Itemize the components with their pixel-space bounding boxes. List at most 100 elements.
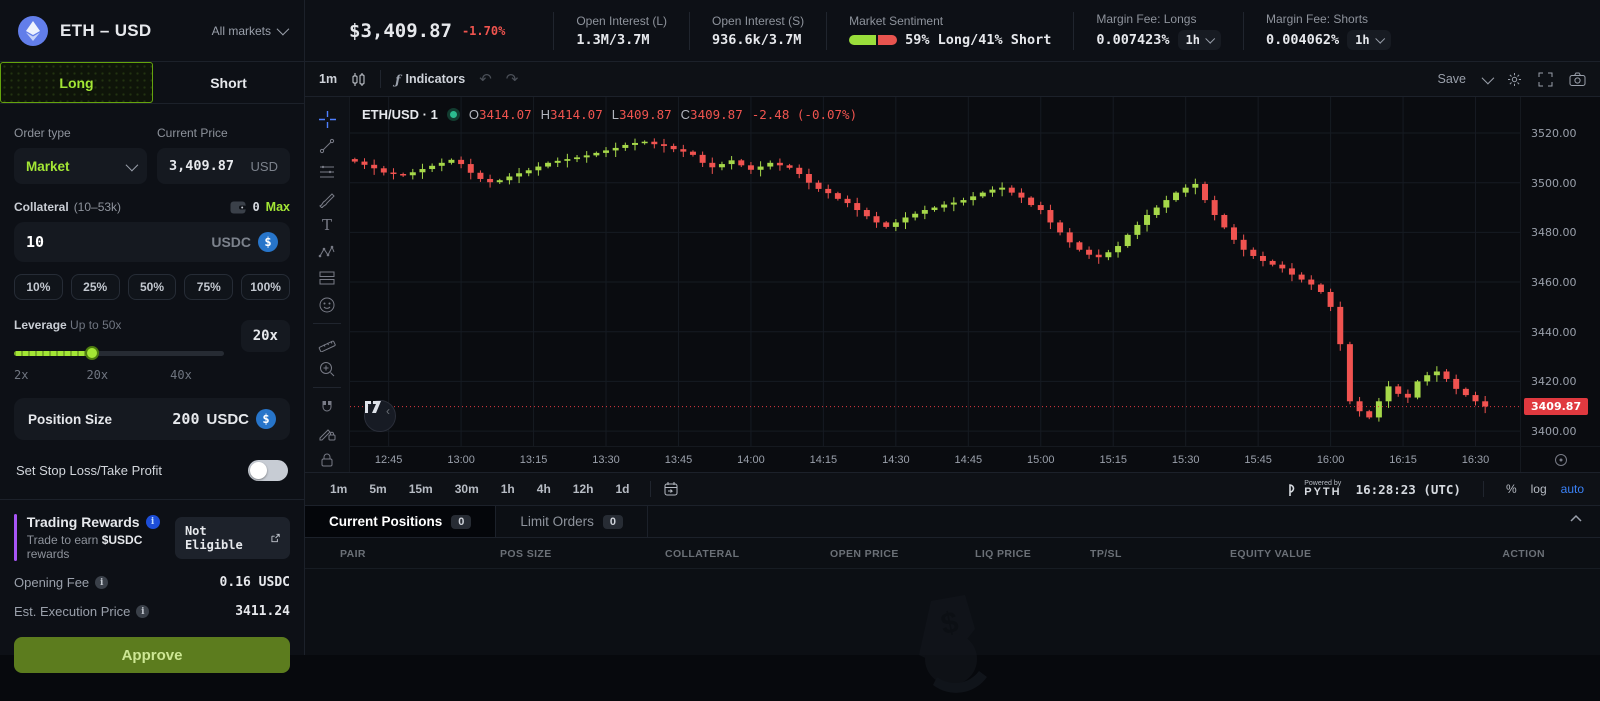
chart-area: 1m ƒ Indicators ↶ ↷ Save T [305, 62, 1600, 505]
divider [0, 499, 304, 500]
time-tick-label: 13:00 [447, 454, 475, 466]
pct-75-button[interactable]: 75% [184, 274, 233, 300]
pct-10-button[interactable]: 10% [14, 274, 63, 300]
auto-scale-button[interactable]: auto [1561, 482, 1584, 496]
oi-short-value: 936.6k/3.7M [712, 32, 804, 48]
candle-body [874, 216, 880, 222]
axis-settings-icon[interactable] [1520, 446, 1600, 472]
chevron-down-icon [1375, 34, 1385, 44]
info-icon[interactable]: i [95, 576, 108, 589]
chevron-down-icon[interactable] [1482, 71, 1495, 84]
drawing-lock-tool[interactable] [311, 421, 343, 446]
tab-limit-orders[interactable]: Limit Orders 0 [496, 506, 648, 537]
tab-long[interactable]: Long [0, 62, 153, 103]
sltp-toggle[interactable] [248, 460, 288, 481]
candle-body [1163, 200, 1169, 207]
settings-gear-icon[interactable] [1507, 72, 1522, 87]
candle-body [622, 145, 628, 148]
pct-50-button[interactable]: 50% [128, 274, 177, 300]
measure-tool[interactable] [311, 330, 343, 355]
header-stats: $3,409.87 -1.70% Open Interest (L) 1.3M/… [305, 0, 1413, 61]
redo-icon[interactable]: ↷ [506, 70, 519, 88]
approve-button[interactable]: Approve [14, 637, 290, 673]
fee-short-period-dropdown[interactable]: 1h [1347, 30, 1390, 50]
fullscreen-icon[interactable] [1538, 72, 1553, 87]
limit-orders-count: 0 [603, 515, 623, 529]
undo-icon[interactable]: ↶ [479, 70, 492, 88]
trend-line-tool[interactable] [311, 134, 343, 159]
order-type-value: Market [26, 159, 70, 174]
tf-1h-button[interactable]: 1h [492, 478, 524, 500]
price-tick-label: 3460.00 [1531, 276, 1577, 289]
candle-body [816, 183, 822, 189]
tf-1m-button[interactable]: 1m [321, 478, 356, 500]
margin-fee-shorts: Margin Fee: Shorts 0.004062% 1h [1243, 12, 1413, 50]
pct-25-button[interactable]: 25% [71, 274, 120, 300]
chevron-down-icon [277, 23, 290, 36]
tf-5m-button[interactable]: 5m [360, 478, 395, 500]
candle-body [941, 205, 947, 208]
pattern-tool[interactable] [311, 240, 343, 265]
info-icon[interactable]: i [146, 515, 160, 529]
indicators-button[interactable]: ƒ Indicators [395, 72, 465, 87]
log-scale-button[interactable]: log [1531, 482, 1547, 496]
fib-lines-tool[interactable] [311, 160, 343, 185]
candle-body [477, 173, 483, 179]
percent-scale-button[interactable]: % [1506, 482, 1517, 496]
chart-canvas[interactable]: ETH/USD · 1 O3414.07 H3414.07 L3409.87 C… [350, 97, 1520, 446]
opening-fee-label: Opening Fee [14, 575, 89, 590]
not-eligible-button[interactable]: Not Eligible [175, 517, 290, 559]
tf-1d-button[interactable]: 1d [606, 478, 638, 500]
drawing-toolbar: T [305, 97, 350, 472]
price-tick-label: 3520.00 [1531, 127, 1577, 140]
candle-body [458, 160, 464, 164]
all-markets-dropdown[interactable]: All markets [212, 24, 286, 38]
tf-4h-button[interactable]: 4h [528, 478, 560, 500]
info-icon[interactable]: i [136, 605, 149, 618]
position-tool[interactable] [311, 266, 343, 291]
save-button[interactable]: Save [1438, 72, 1467, 86]
toolbar-collapse-icon[interactable]: ‹ [386, 404, 390, 418]
fee-long-period: 1h [1186, 33, 1200, 47]
magnet-tool[interactable] [311, 394, 343, 419]
slider-handle[interactable] [85, 346, 99, 360]
market-selector[interactable]: ETH – USD All markets [0, 0, 305, 61]
order-type-select[interactable]: Market [14, 148, 147, 184]
collateral-input[interactable] [26, 233, 146, 251]
camera-icon[interactable] [1569, 72, 1586, 87]
lock-tool[interactable] [311, 447, 343, 472]
tab-short[interactable]: Short [153, 62, 304, 103]
candle-body [931, 208, 937, 210]
candle-style-button[interactable] [351, 72, 366, 87]
text-tool[interactable]: T [311, 213, 343, 238]
crosshair-tool[interactable] [311, 107, 343, 132]
tf-15m-button[interactable]: 15m [400, 478, 442, 500]
interval-button[interactable]: 1m [319, 72, 337, 86]
current-price-box: 3,409.87 USD [157, 148, 290, 184]
candle-body [506, 176, 512, 180]
tf-30m-button[interactable]: 30m [446, 478, 488, 500]
candle-body [1337, 307, 1343, 344]
go-to-date-icon[interactable] [663, 481, 679, 497]
collapse-panel-icon[interactable] [1570, 514, 1582, 522]
tf-12h-button[interactable]: 12h [564, 478, 603, 500]
tradingview-logo[interactable] [364, 400, 396, 432]
legend-c-value: 3409.87 [690, 107, 743, 122]
candle-body [1453, 379, 1459, 389]
pct-100-button[interactable]: 100% [241, 274, 290, 300]
brush-tool[interactable] [311, 187, 343, 212]
candle-body [738, 160, 744, 165]
fee-long-period-dropdown[interactable]: 1h [1178, 30, 1221, 50]
candle-body [642, 142, 648, 144]
emoji-tool[interactable] [311, 293, 343, 318]
candle-body [651, 142, 657, 144]
candle-body [1134, 225, 1140, 235]
tab-current-positions[interactable]: Current Positions 0 [305, 506, 496, 537]
candle-body [516, 173, 522, 176]
candle-body [390, 173, 396, 175]
leverage-slider[interactable] [14, 346, 224, 360]
zoom-in-tool[interactable] [311, 357, 343, 382]
max-button[interactable]: Max [266, 200, 290, 214]
